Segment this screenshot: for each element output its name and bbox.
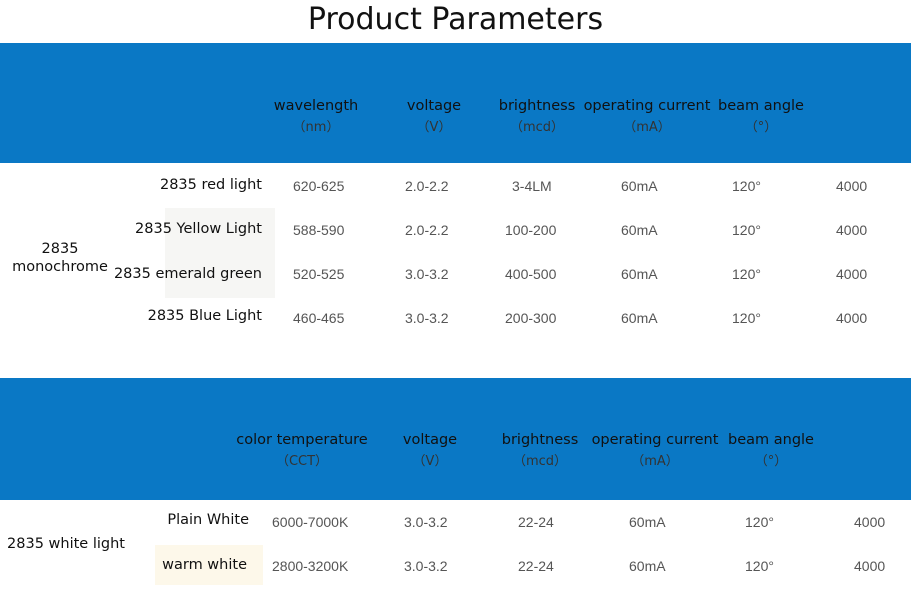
cell-beam-angle: 120° (745, 514, 774, 530)
cell-wavelength: 460-465 (293, 310, 345, 326)
cell-current: 60mA (621, 222, 658, 238)
cell-voltage: 2.0-2.2 (405, 178, 449, 194)
cell-brightness: 22-24 (518, 514, 554, 530)
cell-voltage: 3.0-3.2 (405, 310, 449, 326)
row-label: 2835 Blue Light (147, 308, 262, 324)
cell-voltage: 3.0-3.2 (404, 558, 448, 574)
header-wavelength: wavelength （nm） (273, 98, 359, 135)
cell-extra: 4000 (854, 514, 886, 530)
row-label: 2835 Yellow Light (135, 221, 262, 237)
header-operating-current: operating current （mA） (583, 98, 711, 135)
header-brightness: brightness （mcd） (501, 432, 579, 469)
row-label: warm white (162, 557, 247, 573)
cell-brightness: 100-200 (505, 222, 557, 238)
cell-voltage: 3.0-3.2 (405, 266, 449, 282)
cell-wavelength: 520-525 (293, 266, 345, 282)
row-label: 2835 emerald green (113, 266, 262, 282)
cell-color-temperature: 2800-3200K (272, 558, 349, 574)
group-label-monochrome: 2835 monochrome (12, 241, 108, 275)
table1-header-band (0, 43, 911, 163)
cell-current: 60mA (629, 558, 666, 574)
cell-beam-angle: 120° (732, 222, 761, 238)
cell-extra: 4000 (836, 310, 868, 326)
cell-extra: 4000 (836, 266, 868, 282)
cell-beam-angle: 120° (732, 266, 761, 282)
cell-color-temperature: 6000-7000K (272, 514, 349, 530)
header-brightness: brightness （mcd） (498, 98, 576, 135)
cell-beam-angle: 120° (732, 310, 761, 326)
cell-voltage: 2.0-2.2 (405, 222, 449, 238)
header-operating-current: operating current （mA） (591, 432, 719, 469)
header-color-temperature: color temperature （CCT） (236, 432, 368, 469)
header-beam-angle: beam angle （°） (718, 98, 804, 135)
row-label: 2835 red light (159, 177, 262, 193)
cell-current: 60mA (621, 266, 658, 282)
cell-extra: 4000 (836, 178, 868, 194)
cell-beam-angle: 120° (732, 178, 761, 194)
cell-brightness: 22-24 (518, 558, 554, 574)
table2-header-band (0, 378, 911, 500)
cell-brightness: 400-500 (505, 266, 557, 282)
group-label-white: 2835 white light (7, 536, 125, 552)
cell-current: 60mA (621, 310, 658, 326)
cell-extra: 4000 (854, 558, 886, 574)
row-label: Plain White (167, 512, 249, 528)
cell-brightness: 200-300 (505, 310, 557, 326)
cell-current: 60mA (621, 178, 658, 194)
cell-brightness: 3-4LM (512, 178, 552, 194)
cell-current: 60mA (629, 514, 666, 530)
cell-wavelength: 620-625 (293, 178, 345, 194)
cell-beam-angle: 120° (745, 558, 774, 574)
header-beam-angle: beam angle （°） (728, 432, 814, 469)
cell-extra: 4000 (836, 222, 868, 238)
cell-wavelength: 588-590 (293, 222, 345, 238)
row-label-shade (155, 545, 263, 585)
cell-voltage: 3.0-3.2 (404, 514, 448, 530)
header-voltage: voltage （V） (406, 98, 462, 135)
row-label-shade (165, 208, 275, 298)
header-voltage: voltage （V） (402, 432, 458, 469)
page-title: Product Parameters (307, 2, 604, 37)
